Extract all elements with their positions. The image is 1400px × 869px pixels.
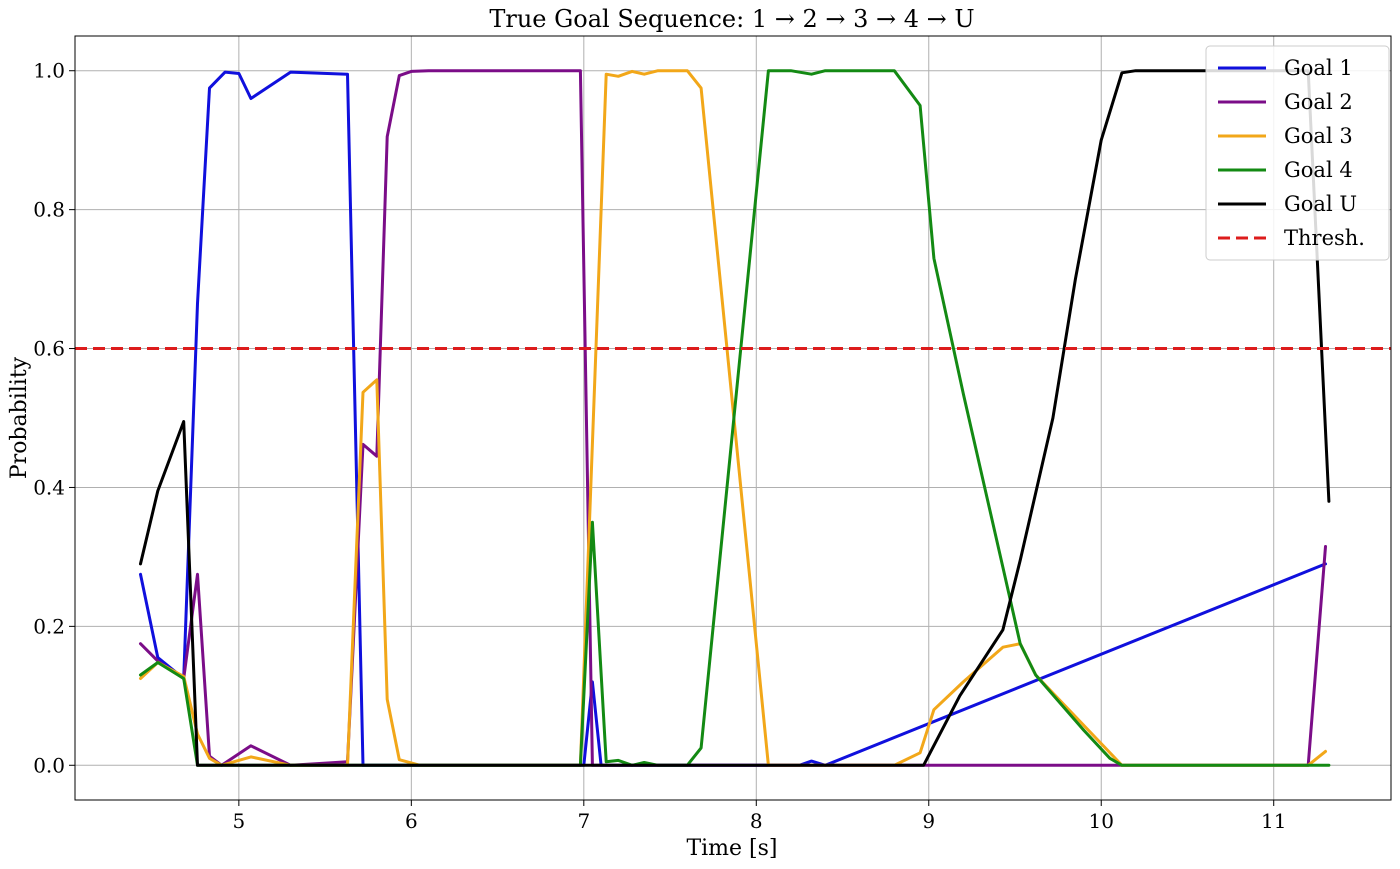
x-tick-label: 6 xyxy=(405,809,418,833)
series-line-goal-3 xyxy=(139,69,1327,767)
series-line-goal-2 xyxy=(139,69,1327,767)
legend-label: Goal 4 xyxy=(1284,158,1353,182)
axis-ticks: 5 6 7 8 9 10 11 0.0 0.2 0.4 0.6 0.8 1.0 xyxy=(33,59,1286,833)
x-axis-label: Time [s] xyxy=(686,836,777,861)
y-tick-label: 0.8 xyxy=(33,198,65,222)
x-tick-label: 11 xyxy=(1261,809,1286,833)
y-tick-label: 0.2 xyxy=(33,614,65,638)
x-tick-label: 10 xyxy=(1089,809,1114,833)
y-tick-label: 0.0 xyxy=(33,753,65,777)
series-line-goal-4 xyxy=(139,69,1331,767)
x-tick-label: 5 xyxy=(232,809,245,833)
y-tick-label: 0.4 xyxy=(33,475,65,499)
legend-label: Goal 2 xyxy=(1284,90,1353,114)
series-line-goal-u xyxy=(139,69,1331,767)
legend-label: Thresh. xyxy=(1284,226,1365,250)
legend-label: Goal U xyxy=(1284,192,1357,216)
legend-label: Goal 3 xyxy=(1284,124,1353,148)
y-tick-label: 0.6 xyxy=(33,337,65,361)
series-lines xyxy=(139,69,1331,767)
legend: Goal 1 Goal 2 Goal 3 Goal 4 Goal U Thresh. xyxy=(1205,45,1390,261)
legend-label: Goal 1 xyxy=(1284,56,1353,80)
legend-box xyxy=(1205,45,1390,261)
y-axis-label: Probability xyxy=(7,356,32,479)
chart-title: True Goal Sequence: 1 → 2 → 3 → 4 → U xyxy=(489,5,974,33)
y-tick-label: 1.0 xyxy=(33,59,65,83)
x-tick-label: 9 xyxy=(922,809,935,833)
plot-frame xyxy=(74,35,1392,801)
x-tick-label: 7 xyxy=(577,809,590,833)
x-tick-label: 8 xyxy=(750,809,763,833)
